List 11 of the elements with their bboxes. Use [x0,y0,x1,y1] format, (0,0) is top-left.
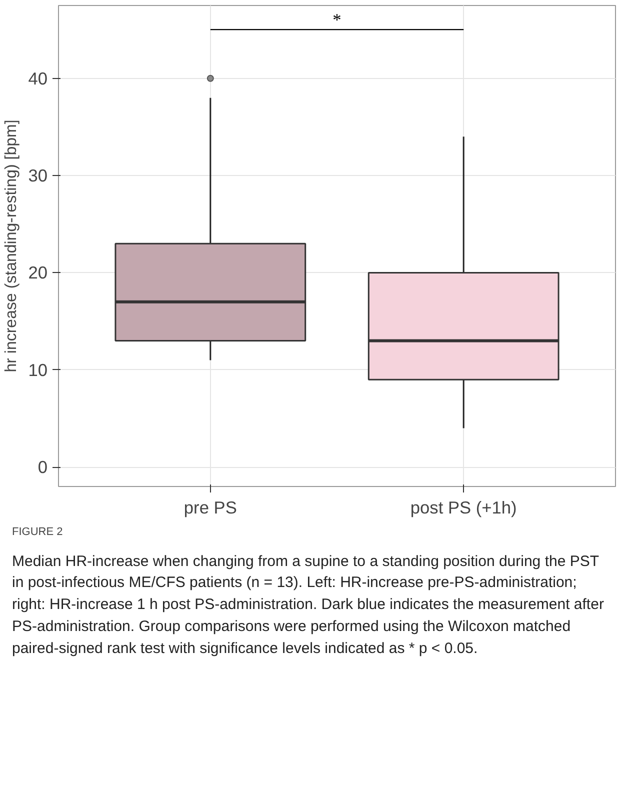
caption: FIGURE 2 [12,525,63,540]
y-tick-label: 40 [28,68,48,88]
annotation: * [332,10,342,30]
y-axis-title: hr increase (standing-resting) [bpm] [3,120,20,372]
x-tick-label: pre PS [184,498,237,518]
y-tick-label: 30 [28,166,48,186]
x-tick-label: post PS (+1h) [410,498,517,518]
y-tick-label: 20 [28,262,48,283]
y-tick-label: 10 [28,360,48,380]
text: Median HR-increase when changing from a supine to a standing position during the PST in post-infectious ME/CFS patients (n = 13). Left: HR-increase pre-PS-administration; right: HR-increase 1 h post PS-administration. Dark blue indicates the measurement after PS-administration. Group comparisons were performed using the Wilcoxon matched paired-signed rank test with significance levels indicated as * p < 0.05. [12,552,605,659]
y-tick-label: 0 [38,457,48,478]
